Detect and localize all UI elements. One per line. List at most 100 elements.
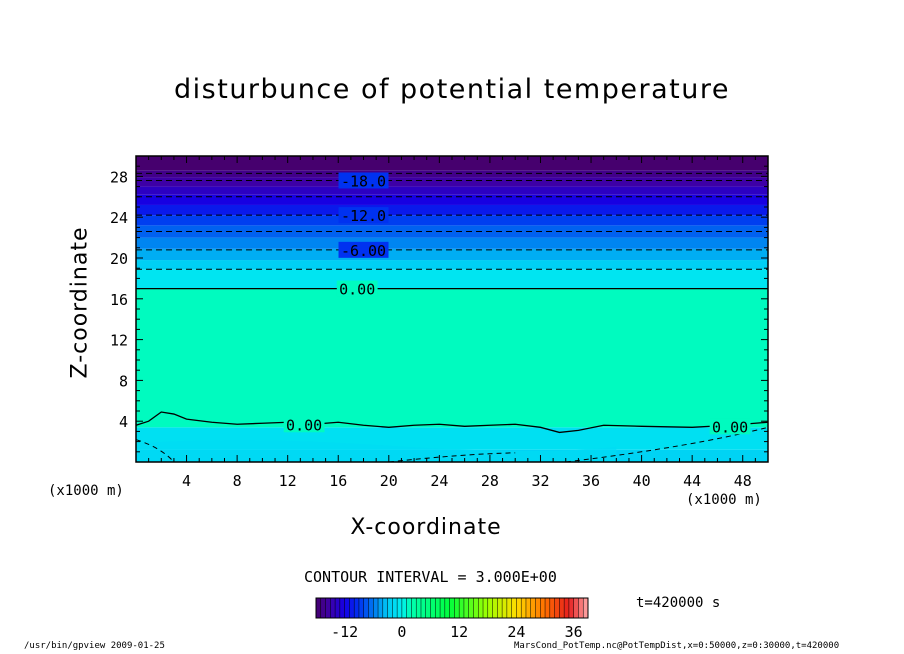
colorbar-cell [339, 598, 346, 618]
contour-label: -12.0 [341, 207, 386, 225]
colorbar-cell [335, 598, 341, 618]
x-unit-right: (x1000 m) [686, 492, 762, 508]
colorbar-tick-label: 12 [450, 623, 468, 641]
colorbar-cell [349, 598, 355, 618]
colorbar-cell [316, 598, 322, 618]
color-band [136, 248, 768, 261]
colorbar-cell [568, 598, 575, 618]
colorbar-cell [492, 598, 498, 618]
colorbar-tick-label: 36 [565, 623, 583, 641]
colorbar-cell [397, 598, 403, 618]
plot-area: -18.0 -12.0 -6.00 0.00 0.00 0.00 [135, 156, 769, 463]
colorbar-cell [545, 598, 551, 618]
x-unit-left: (x1000 m) [48, 483, 124, 499]
y-tick-label: 8 [119, 372, 128, 390]
x-tick-label: 40 [633, 472, 651, 490]
contour-line-negative [135, 439, 175, 463]
colorbar-cell [354, 598, 360, 618]
y-axis-label: Z-coordinate [67, 226, 93, 379]
colorbar-cell [435, 598, 441, 618]
color-band [136, 156, 768, 171]
x-tick-label: 48 [734, 472, 752, 490]
contour-label-bg [709, 418, 751, 435]
contour-label: -6.00 [341, 242, 386, 260]
color-band [136, 186, 768, 195]
x-tick-label: 44 [683, 472, 701, 490]
colorbar-cell [358, 598, 365, 618]
colorbar-cell [535, 598, 541, 618]
colorbar-cell [430, 598, 436, 618]
colorbar-cell [468, 598, 474, 618]
contour-label-bg [338, 207, 389, 224]
colorbar-cell [420, 598, 427, 618]
y-tick-label: 16 [110, 291, 128, 309]
contour-line-negative [565, 426, 769, 463]
colorbar-cell [392, 598, 398, 618]
colorbar-cell [564, 598, 570, 618]
contour-label: 0.00 [286, 416, 322, 434]
color-band [136, 194, 768, 205]
x-tick-label: 8 [233, 472, 242, 490]
colorbar-cell [330, 598, 336, 618]
contour-label-bg [338, 241, 389, 258]
colorbar-cell [497, 598, 503, 618]
x-tick-label: 4 [182, 472, 191, 490]
colorbar-frame [315, 597, 589, 619]
colorbar-cell [325, 598, 331, 618]
footer-right: MarsCond_PotTemp.nc@PotTempDist,x=0:5000… [514, 641, 840, 651]
x-tick-label: 20 [380, 472, 398, 490]
contour-label-bg [283, 416, 325, 433]
colorbar-cell [516, 598, 522, 618]
colorbar-cell [521, 598, 527, 618]
colorbar: -12 0 12 24 36 [315, 597, 589, 641]
colorbar-cell [401, 598, 408, 618]
colorbar-cell [511, 598, 517, 618]
colorbar-tick-label: -12 [331, 623, 358, 641]
contour-label-bg [336, 280, 378, 297]
color-band [136, 288, 768, 428]
colorbar-cell [411, 598, 417, 618]
colorbar-cell [506, 598, 513, 618]
contour-interval: CONTOUR INTERVAL = 3.000E+00 [304, 568, 557, 586]
y-tick-label: 4 [119, 413, 128, 431]
color-band [136, 177, 768, 187]
colorbar-cell [502, 598, 508, 618]
colorbar-cell [578, 598, 584, 618]
colorbar-cell [444, 598, 451, 618]
contour-label: -18.0 [341, 172, 386, 190]
color-band [136, 204, 768, 216]
colorbar-cell [559, 598, 565, 618]
colorbar-cell [549, 598, 556, 618]
colorbar-cell [525, 598, 532, 618]
colorbar-cell [478, 598, 484, 618]
contour-label-bg [338, 172, 389, 189]
colorbar-cell [449, 598, 455, 618]
x-tick-label: 24 [430, 472, 448, 490]
colorbar-cell [368, 598, 374, 618]
colorbar-cell [459, 598, 465, 618]
time-label: t=420000 s [636, 595, 721, 611]
colorbar-cell [554, 598, 560, 618]
colorbar-cell [320, 598, 327, 618]
colorbar-cell [344, 598, 350, 618]
contour-line-zero-surface [135, 411, 769, 434]
color-band [136, 269, 768, 289]
x-tick-label: 16 [329, 472, 347, 490]
color-band [136, 170, 768, 178]
colorbar-cell [387, 598, 393, 618]
colorbar-cell [487, 598, 494, 618]
colorbar-cell [406, 598, 412, 618]
contour-label: 0.00 [339, 281, 375, 299]
colorbar-cell [440, 598, 446, 618]
colorbar-cell [378, 598, 384, 618]
contour-label: 0.00 [712, 418, 748, 436]
colorbar-tick-label: 24 [507, 623, 525, 641]
colorbar-cell [454, 598, 460, 618]
colorbar-cell [463, 598, 470, 618]
footer-left: /usr/bin/gpview 2009-01-25 [24, 641, 165, 651]
color-band [136, 215, 768, 226]
colorbar-tick-label: 0 [397, 623, 406, 641]
colorbar-cell [473, 598, 479, 618]
